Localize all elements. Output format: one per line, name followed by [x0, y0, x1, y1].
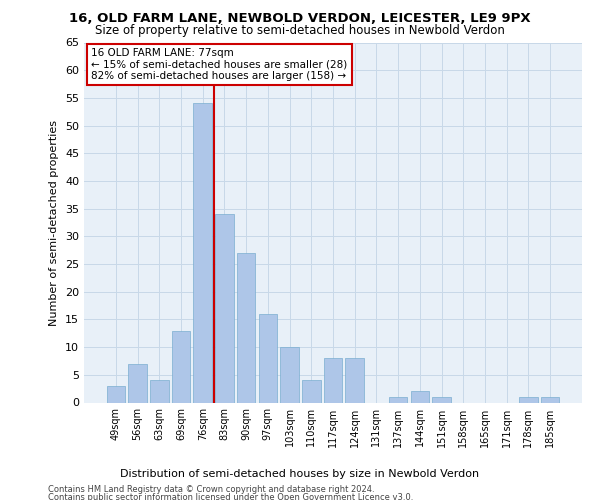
Bar: [172, 330, 190, 402]
Bar: [193, 104, 212, 403]
Text: Contains public sector information licensed under the Open Government Licence v3: Contains public sector information licen…: [48, 492, 413, 500]
Bar: [519, 397, 538, 402]
Bar: [410, 392, 429, 402]
Bar: [150, 380, 169, 402]
Bar: [280, 347, 299, 403]
Bar: [215, 214, 233, 402]
Bar: [128, 364, 147, 403]
Bar: [259, 314, 277, 402]
Y-axis label: Number of semi-detached properties: Number of semi-detached properties: [49, 120, 59, 326]
Text: 16 OLD FARM LANE: 77sqm
← 15% of semi-detached houses are smaller (28)
82% of se: 16 OLD FARM LANE: 77sqm ← 15% of semi-de…: [91, 48, 348, 81]
Bar: [324, 358, 342, 403]
Text: Contains HM Land Registry data © Crown copyright and database right 2024.: Contains HM Land Registry data © Crown c…: [48, 485, 374, 494]
Text: 16, OLD FARM LANE, NEWBOLD VERDON, LEICESTER, LE9 9PX: 16, OLD FARM LANE, NEWBOLD VERDON, LEICE…: [69, 12, 531, 24]
Bar: [237, 253, 256, 402]
Bar: [346, 358, 364, 403]
Text: Size of property relative to semi-detached houses in Newbold Verdon: Size of property relative to semi-detach…: [95, 24, 505, 37]
Bar: [107, 386, 125, 402]
Bar: [433, 397, 451, 402]
Bar: [541, 397, 559, 402]
Bar: [302, 380, 320, 402]
Bar: [389, 397, 407, 402]
Text: Distribution of semi-detached houses by size in Newbold Verdon: Distribution of semi-detached houses by …: [121, 469, 479, 479]
